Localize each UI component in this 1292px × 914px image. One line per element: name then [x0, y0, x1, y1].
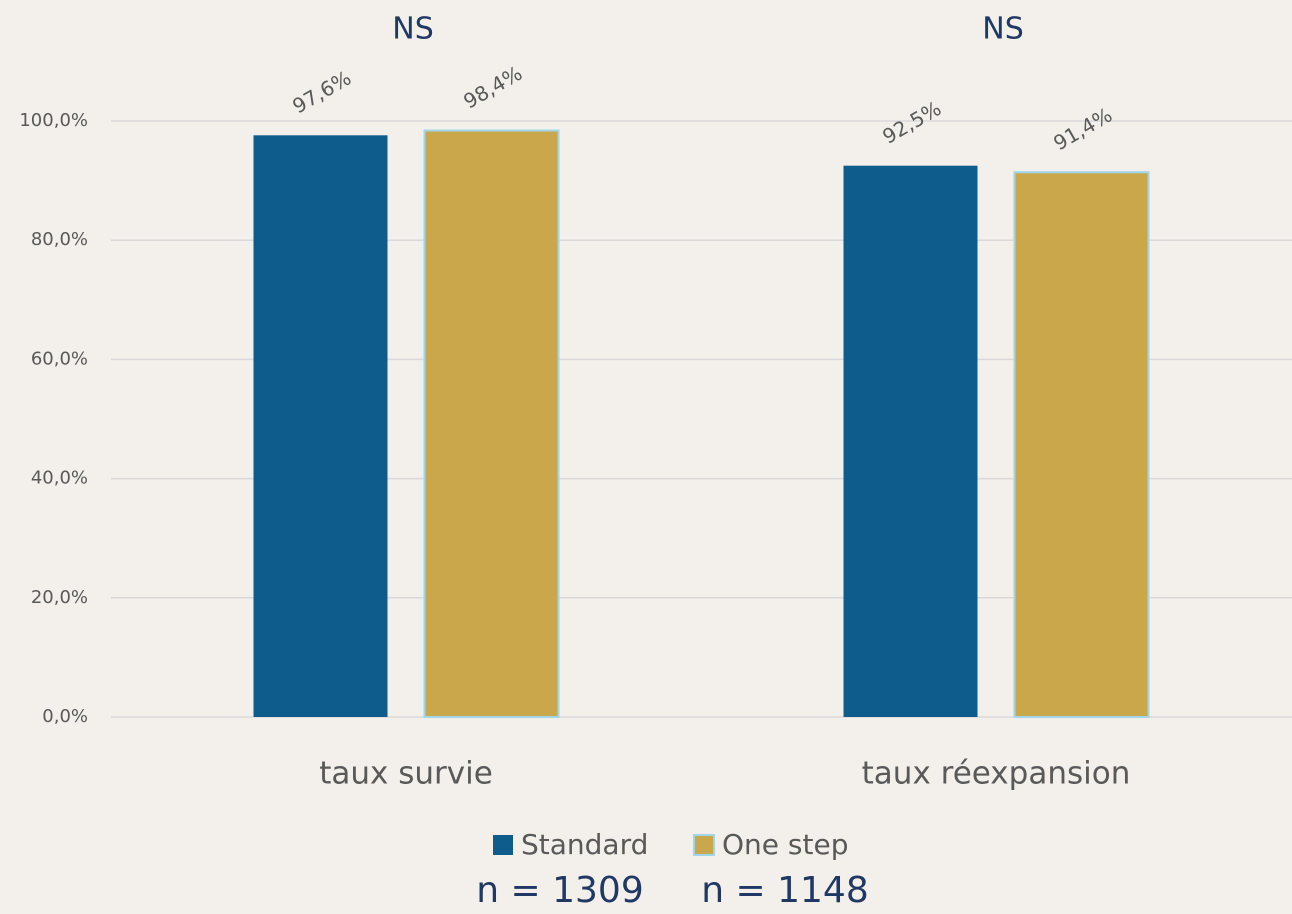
y-tick-label: 20,0%: [31, 587, 88, 608]
legend-label: Standard: [521, 828, 648, 861]
y-tick-label: 100,0%: [19, 110, 88, 131]
footnote: n = 1148: [701, 870, 868, 911]
annotation: NS: [982, 12, 1023, 47]
legend-swatch: [493, 835, 513, 855]
legend-swatch: [693, 834, 715, 856]
x-tick-label: taux réexpansion: [862, 756, 1131, 792]
y-tick-label: 0,0%: [42, 706, 88, 727]
annotation: NS: [392, 12, 433, 47]
bar: [423, 129, 560, 718]
value-label: 97,6%: [288, 66, 355, 119]
y-tick-label: 80,0%: [31, 229, 88, 250]
footnote: n = 1309: [476, 870, 643, 911]
legend-label: One step: [722, 828, 848, 861]
value-label: 92,5%: [878, 96, 945, 149]
x-tick-label: taux survie: [319, 756, 493, 792]
y-tick-label: 40,0%: [31, 468, 88, 489]
bar: [1013, 171, 1150, 719]
y-tick-label: 60,0%: [31, 348, 88, 369]
value-label: 91,4%: [1049, 103, 1116, 156]
value-label: 98,4%: [459, 61, 526, 114]
bar: [843, 165, 978, 717]
bar: [253, 135, 388, 717]
